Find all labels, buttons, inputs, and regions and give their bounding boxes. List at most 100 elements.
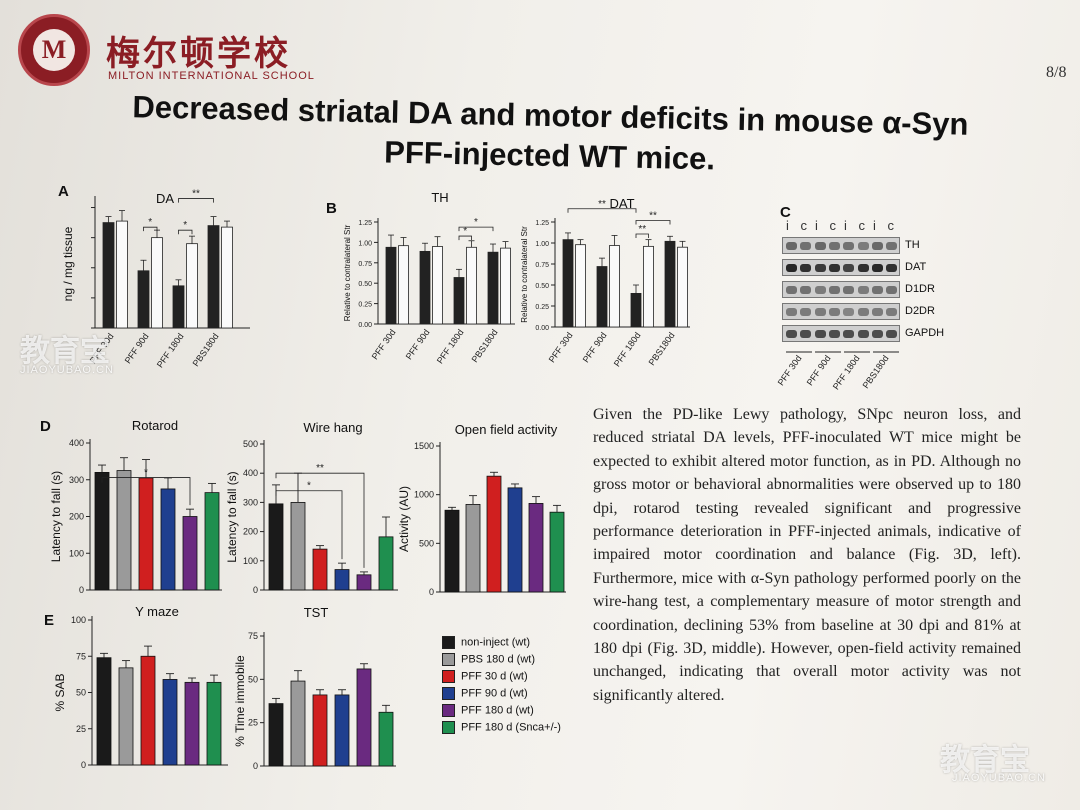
blot-band: [828, 330, 840, 338]
page-number: 8/8: [1046, 64, 1067, 81]
a-da-ylabel: ng / mg tissue: [61, 226, 75, 301]
blot-protein-label: TH: [905, 239, 920, 251]
d-openfield-bar: [486, 475, 502, 593]
a-da-category-label: PBS180d: [191, 331, 221, 368]
e-ymaze-bar: [162, 679, 178, 766]
b-th-category-label: PBS180d: [470, 327, 500, 364]
d-rotarod-bar: [160, 488, 176, 591]
d-openfield-tick-label: 1000: [414, 490, 434, 500]
b-dat-significance-bracket: [567, 208, 637, 213]
b-dat-bar: [630, 292, 642, 328]
blot-band: [800, 330, 812, 338]
d-wirehang-significance-bracket: [275, 490, 343, 560]
d-openfield-bar: [465, 503, 481, 593]
b-dat-bar: [575, 244, 586, 328]
blot-band: [786, 286, 797, 294]
b-dat-significance-mark: **: [598, 199, 606, 210]
blot-protein-label: D1DR: [905, 283, 935, 295]
legend-item: PFF 180 d (Snca+/-): [442, 721, 561, 735]
blot-band: [886, 286, 898, 294]
d-rotarod-title: Rotarod: [132, 418, 178, 433]
a-da-significance-mark: *: [183, 220, 187, 231]
d-wirehang-bar: [268, 503, 284, 591]
b-th-bar: [398, 245, 409, 325]
b-dat-bar: [664, 240, 676, 328]
d-rotarod-tick-label: 0: [79, 585, 84, 595]
e-ymaze-bar: [96, 657, 112, 766]
d-rotarod-bar: [138, 477, 154, 591]
a-da-significance-mark: **: [192, 189, 200, 200]
legend-label: non-inject (wt): [461, 636, 531, 649]
blot-strip-d1dr: [782, 281, 900, 298]
b-th-bar: [453, 277, 465, 325]
blot-band: [857, 264, 869, 272]
panel-letter-a: A: [58, 183, 69, 200]
d-rotarod-bar: [204, 492, 220, 591]
blot-band: [871, 286, 883, 294]
d-rotarod-significance-bracket: [101, 477, 191, 506]
school-name-english: MILTON INTERNATIONAL SCHOOL: [108, 70, 315, 82]
d-rotarod-bar: [182, 516, 198, 591]
b-th-tick-label: 0.75: [358, 261, 372, 268]
b-dat-tick-label: 0.50: [535, 283, 549, 290]
legend-label: PFF 180 d (Snca+/-): [461, 721, 561, 734]
b-dat-ylabel: Relative to contralateral Str: [520, 226, 529, 323]
blot-band: [786, 308, 797, 316]
b-th-tick-label: 0.25: [358, 302, 372, 309]
d-openfield-tick-label: 1500: [414, 441, 434, 451]
a-da-bar: [186, 243, 198, 329]
blot-band: [828, 242, 840, 250]
e-tst-bar: [334, 694, 350, 767]
blot-band: [871, 264, 883, 272]
e-ymaze-title: Y maze: [135, 604, 179, 619]
d-wirehang-bar: [290, 501, 306, 591]
blot-band: [814, 330, 826, 338]
legend-swatch: [442, 636, 455, 649]
e-tst-tick-label: 50: [248, 674, 258, 684]
a-da-bar: [137, 270, 150, 329]
b-th-significance-bracket: [458, 226, 494, 232]
blot-lane-label: i: [786, 218, 789, 233]
blot-band: [871, 242, 883, 250]
d-wirehang-significance-mark: *: [307, 481, 311, 492]
blot-lane-label: c: [858, 218, 866, 233]
b-th-significance-mark: *: [463, 226, 467, 237]
panel-letter-b: B: [326, 200, 337, 217]
d-openfield-bar: [444, 509, 460, 593]
e-tst-ylabel: % Time immobile: [233, 655, 247, 747]
blot-band: [800, 308, 812, 316]
legend-label: PFF 180 d (wt): [461, 704, 534, 717]
watermark-right: 教育宝: [940, 743, 1030, 778]
blot-band: [814, 286, 826, 294]
a-da-bar: [116, 220, 128, 329]
blot-band: [800, 242, 812, 250]
e-ymaze-tick-label: 50: [76, 688, 86, 698]
blot-lane-label: c: [800, 218, 808, 233]
e-tst-tick-label: 75: [248, 631, 258, 641]
blot-band: [857, 330, 869, 338]
d-wirehang-tick-label: 200: [243, 527, 258, 537]
d-wirehang-bar: [378, 536, 394, 591]
e-ymaze-ylabel: % SAB: [53, 673, 67, 711]
blot-lane-label: i: [815, 218, 818, 233]
blot-band: [886, 242, 898, 250]
e-tst-bar: [378, 711, 394, 767]
blot-group-label: PFF 180d: [831, 353, 862, 391]
d-rotarod-ylabel: Latency to fall (s): [49, 471, 63, 562]
b-dat-significance-mark: **: [638, 224, 646, 235]
e-ymaze-tick-label: 0: [81, 760, 86, 770]
d-wirehang-ylabel: Latency to fall (s): [225, 471, 239, 562]
d-rotarod-tick-label: 200: [69, 512, 84, 522]
blot-group-label: PFF 30d: [776, 353, 804, 387]
e-ymaze-tick-label: 25: [76, 724, 86, 734]
watermark-left: 教育宝: [20, 334, 110, 369]
legend-item: PFF 30 d (wt): [442, 670, 528, 684]
a-da-significance-bracket: [143, 226, 158, 232]
b-th-bar: [385, 246, 397, 325]
blot-band: [786, 242, 797, 250]
a-da-bar: [172, 285, 185, 329]
blot-band: [828, 264, 840, 272]
legend-swatch: [442, 687, 455, 700]
a-da-significance-bracket: [178, 229, 193, 235]
